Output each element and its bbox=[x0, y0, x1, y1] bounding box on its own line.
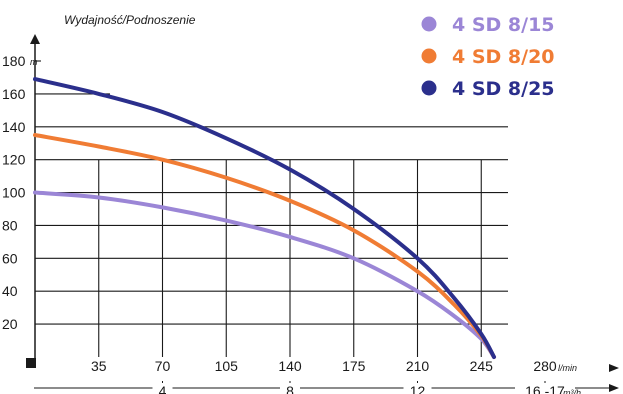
y-tick-label: 20 bbox=[2, 316, 18, 332]
x-tick-label: 35 bbox=[91, 358, 107, 374]
y-axis-arrow bbox=[30, 34, 40, 44]
secondary-tick-bg bbox=[403, 383, 432, 394]
legend-marker-4-sd-8-20 bbox=[421, 48, 437, 64]
secondary-tick-bg bbox=[152, 383, 173, 394]
secondary-tick-label: 8 bbox=[286, 383, 294, 394]
series-line-4-sd-8-15 bbox=[33, 190, 496, 359]
x-axis-arrow bbox=[609, 364, 619, 372]
y-tick-label: 100 bbox=[2, 185, 26, 201]
secondary-tick-bg bbox=[515, 383, 575, 394]
chart-title: Wydajność/Podnoszenie bbox=[64, 13, 196, 27]
y-unit-label: m bbox=[30, 57, 38, 67]
x-tick-label: 140 bbox=[278, 358, 302, 374]
origin-square bbox=[26, 358, 36, 368]
y-tick-label: 180 bbox=[2, 53, 26, 69]
y-tick-label: 160 bbox=[2, 86, 26, 102]
x-tick-label: 245 bbox=[470, 358, 494, 374]
legend-label-4-sd-8-15: 4 SD 8/15 bbox=[452, 14, 555, 36]
secondary-tick-bg bbox=[280, 383, 300, 394]
legend-marker-4-sd-8-15 bbox=[421, 16, 437, 32]
series-line-4-sd-8-20 bbox=[33, 133, 496, 359]
y-tick-label: 80 bbox=[2, 217, 18, 233]
grid bbox=[35, 60, 508, 357]
legend-label-4-sd-8-25: 4 SD 8/25 bbox=[452, 78, 555, 100]
y-tick-label: 60 bbox=[2, 250, 18, 266]
secondary-unit-label: m³/h bbox=[563, 388, 581, 394]
x-tick-label: 280 bbox=[533, 358, 557, 374]
x-unit-label: l/min bbox=[558, 363, 577, 373]
series-line-4-sd-8-25 bbox=[33, 77, 496, 359]
secondary-tick-label: 16 -17 bbox=[525, 383, 565, 394]
legend-marker-4-sd-8-25 bbox=[421, 80, 437, 96]
x-tick-label: 105 bbox=[215, 358, 239, 374]
secondary-axis-arrow bbox=[609, 384, 619, 392]
secondary-tick-label: 4 bbox=[159, 383, 167, 394]
x-tick-label: 210 bbox=[406, 358, 430, 374]
series-lines bbox=[33, 77, 496, 359]
y-tick-label: 140 bbox=[2, 119, 26, 135]
legend: 4 SD 8/15 4 SD 8/20 4 SD 8/25 bbox=[421, 14, 555, 100]
x-tick-label: 175 bbox=[342, 358, 366, 374]
legend-label-4-sd-8-20: 4 SD 8/20 bbox=[452, 46, 555, 68]
tick-labels: 20 40 60 80 100 120 140 160 180 m 35 70 105 140 175 210… bbox=[2, 53, 581, 394]
y-tick-label: 40 bbox=[2, 283, 18, 299]
x-tick-label: 70 bbox=[155, 358, 171, 374]
secondary-tick-label: 12 bbox=[410, 383, 426, 394]
y-tick-label: 120 bbox=[2, 152, 26, 168]
